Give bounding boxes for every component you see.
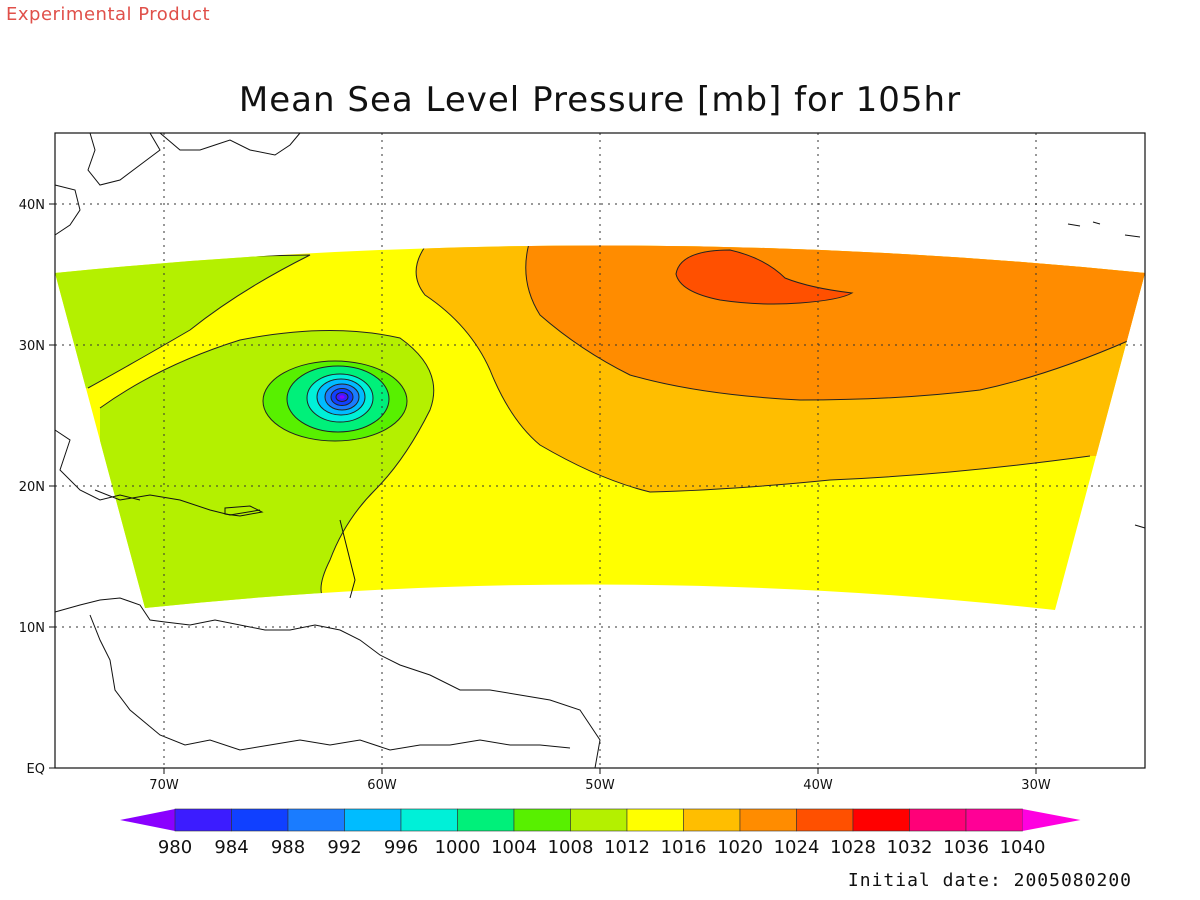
coast-south-america-interior xyxy=(89,614,571,751)
colorbar-swatch xyxy=(852,808,910,832)
colorbar-swatch xyxy=(457,808,515,832)
lon-tick-label: 70W xyxy=(149,778,179,793)
colorbar-swatch xyxy=(400,808,458,832)
colorbar-label: 984 xyxy=(214,837,248,858)
band-below-980 xyxy=(339,395,345,399)
colorbar-arrow-low xyxy=(120,809,175,831)
colorbar-label: 1012 xyxy=(604,837,650,858)
colorbar-arrow-high xyxy=(1022,809,1081,831)
coastlines xyxy=(54,132,1146,769)
colorbar-swatch xyxy=(965,808,1023,832)
lon-tick-label: 40W xyxy=(803,778,833,793)
contour-1008-north xyxy=(55,254,311,389)
coast-lesser-antilles xyxy=(339,519,356,599)
contour-1016 xyxy=(415,245,1091,493)
colorbar-label: 1024 xyxy=(774,837,820,858)
colorbar-label: 1036 xyxy=(943,837,989,858)
band-1024-1028 xyxy=(675,249,854,305)
colorbar-label: 1000 xyxy=(435,837,481,858)
colorbar-swatch xyxy=(683,808,741,832)
experimental-product-label: Experimental Product xyxy=(6,4,211,25)
coast-south-america-north xyxy=(54,597,601,769)
colorbar-label: 1004 xyxy=(491,837,537,858)
tick-marks xyxy=(49,203,1037,774)
coast-nova-scotia xyxy=(159,132,301,156)
colorbar-swatch xyxy=(513,808,571,832)
lon-tick-label: 30W xyxy=(1021,778,1051,793)
colorbar-label: 996 xyxy=(384,837,418,858)
colorbar-label: 1008 xyxy=(548,837,594,858)
lon-tick-label: 60W xyxy=(367,778,397,793)
coast-us-east xyxy=(54,184,81,236)
colorbar-swatch xyxy=(570,808,628,832)
colorbar-swatch xyxy=(626,808,684,832)
colorbar-label: 1016 xyxy=(661,837,707,858)
colorbar-swatch xyxy=(796,808,854,832)
lat-tick-label: 10N xyxy=(19,621,45,636)
colorbar-label: 1032 xyxy=(887,837,933,858)
coast-florida-cuba xyxy=(54,429,141,501)
colorbar-swatch xyxy=(909,808,967,832)
lat-tick-label: 20N xyxy=(19,480,45,495)
pressure-field xyxy=(55,245,1145,610)
chart-title: Mean Sea Level Pressure [mb] for 105hr xyxy=(238,80,962,120)
lon-tick-label: 50W xyxy=(585,778,615,793)
lat-tick-label: EQ xyxy=(27,762,45,777)
colorbar-label: 992 xyxy=(327,837,361,858)
colorbar: 980 984 988 992 996 1000 1004 1008 1012 1016 1020 1… xyxy=(120,808,1081,858)
colorbar-swatch xyxy=(231,808,289,832)
lat-tick-label: 30N xyxy=(19,339,45,354)
coast-azores xyxy=(1067,221,1146,529)
band-1008-1012-north xyxy=(55,255,310,400)
initial-date-label: Initial date: 2005080200 xyxy=(847,870,1132,891)
colorbar-swatch xyxy=(344,808,402,832)
coast-puerto-rico xyxy=(224,505,264,517)
contour-1020 xyxy=(525,245,1131,401)
colorbar-label: 1020 xyxy=(717,837,763,858)
colorbar-label: 988 xyxy=(271,837,305,858)
colorbar-swatch xyxy=(287,808,345,832)
coast-northeast-us xyxy=(87,132,161,186)
colorbar-label: 980 xyxy=(158,837,192,858)
colorbar-swatch xyxy=(174,808,232,832)
colorbar-label: 1040 xyxy=(1000,837,1046,858)
colorbar-label: 1028 xyxy=(830,837,876,858)
colorbar-swatch xyxy=(739,808,797,832)
lat-tick-label: 40N xyxy=(19,198,45,213)
graticule xyxy=(55,133,1145,768)
